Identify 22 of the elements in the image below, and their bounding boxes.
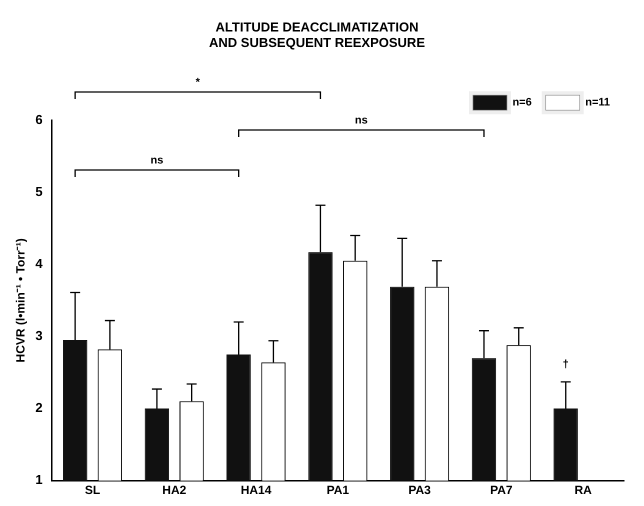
legend-label: n=6 [512,96,532,109]
y-axis-title: HCVR (l•min⁻¹ • Torr⁻¹) [14,238,28,362]
annotation: † [562,358,569,370]
x-tick-label: PA3 [408,483,432,498]
x-tick-label: HA14 [240,483,272,498]
text: AND SUBSEQUENT REEXPOSURE [209,34,425,50]
y-tick-label: 1 [35,472,43,488]
y-tick-label: 4 [35,256,44,271]
x-tick-label: HA2 [162,483,187,498]
y-tick-label: 5 [35,184,43,199]
x-tick-label: SL [84,483,100,498]
x-tick-label: PA1 [326,483,350,498]
text: ALTITUDE DEACCLIMATIZATION [216,19,418,34]
y-tick-label: 6 [35,112,43,127]
annotation: ns [150,154,164,167]
annotation: ns [354,114,368,127]
y-tick-label: 3 [35,328,43,344]
y-tick-label: 2 [35,400,43,416]
legend-label: n=11 [585,96,610,109]
text: * [196,76,201,89]
x-tick-label: RA [574,483,592,498]
x-tick-label: PA7 [490,483,513,498]
